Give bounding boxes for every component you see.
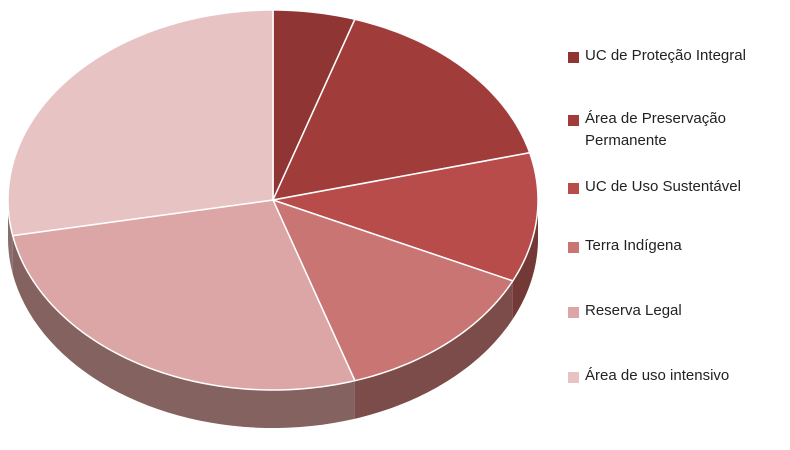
legend-item: UC de Uso Sustentável [568,178,775,198]
pie-slice [11,199,356,391]
legend-label: Área de uso intensivo [585,367,730,384]
legend-swatch [568,52,579,63]
legend-label: Terra Indígena [585,237,682,254]
legend-swatch [568,307,579,318]
legend-swatch [568,372,579,383]
legend-swatch [568,183,579,194]
pie-slice [7,9,274,237]
legend-item: Terra Indígena [568,237,775,257]
pie-side-shade [12,235,355,428]
legend-item: UC de Proteção Integral [568,47,775,67]
legend-item: Reserva Legal [568,302,775,322]
pie-slice [272,199,514,382]
legend-label: UC de Proteção Integral [585,47,746,64]
legend-item: Área de Preservação Permanente [568,110,775,152]
legend-label: UC de Uso Sustentável [585,178,741,195]
legend-swatch [568,242,579,253]
pie-slice [272,9,356,201]
pie-side-shade [354,280,513,419]
pie-slice [272,18,531,201]
pie-slice [272,151,539,282]
legend-label: Reserva Legal [585,302,682,319]
legend-label: Área de Preservação Permanente [585,110,726,149]
legend-item: Área de uso intensivo [568,367,775,387]
legend-swatch [568,115,579,126]
pie-chart [7,9,539,428]
